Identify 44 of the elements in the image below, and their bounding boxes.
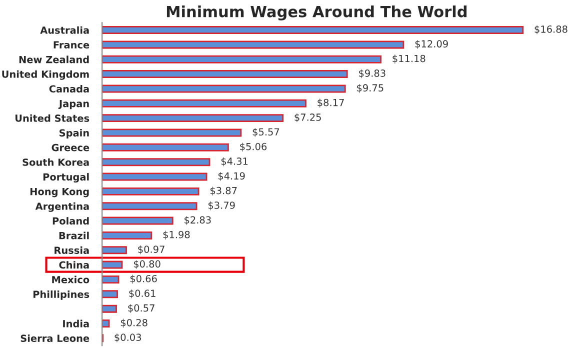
y-tick-label: Japan	[58, 100, 89, 110]
data-label: $0.97	[138, 245, 164, 254]
y-tick-label: New Zealand	[19, 56, 89, 64]
data-label: $9.83	[359, 69, 386, 78]
y-tick-label: South Korea	[22, 158, 89, 166]
data-label: $3.79	[208, 201, 235, 210]
data-label: $5.57	[252, 128, 280, 137]
data-label: $12.09	[415, 40, 448, 49]
data-label: $0.61	[129, 289, 156, 298]
data-label: $0.66	[130, 274, 157, 284]
y-tick-label: Portugal	[43, 173, 89, 183]
data-label: $0.28	[120, 318, 148, 328]
y-tick-label: Greece	[52, 144, 90, 152]
y-tick-label: United Kingdom	[2, 70, 89, 80]
y-tick-label: Australia	[40, 26, 89, 34]
y-tick-label: Phillipines	[34, 290, 90, 300]
data-label: $0.57	[128, 304, 154, 313]
data-label: $4.31	[221, 157, 248, 166]
data-label: $11.18	[392, 54, 426, 64]
y-tick-label: Canada	[49, 85, 89, 93]
data-label: $0.03	[114, 333, 141, 342]
data-label: $9.75	[357, 84, 384, 93]
y-tick-label: Brazil	[59, 232, 89, 240]
data-label: $8.17	[318, 98, 344, 108]
y-tick-label: Hong Kong	[30, 188, 89, 198]
y-tick-label: India	[63, 320, 89, 328]
y-tick-label: Poland	[52, 217, 89, 225]
y-tick-label: Mexico	[52, 276, 90, 284]
data-label: $7.25	[294, 113, 321, 122]
y-tick-label: Argentina	[35, 202, 89, 212]
data-label: $2.83	[184, 216, 211, 225]
data-label: $4.19	[218, 172, 245, 181]
y-tick-label: United States	[16, 114, 90, 122]
y-tick-label: Spain	[60, 129, 89, 138]
data-label: $0.80	[134, 260, 160, 269]
y-tick-label: Russia	[54, 246, 89, 254]
data-label: $1.98	[163, 230, 190, 240]
y-tick-label: Sierra Leone	[20, 334, 90, 342]
chart-title: Minimum Wages Around The World	[166, 6, 467, 20]
y-tick-label: China	[59, 261, 89, 269]
data-label: $5.06	[240, 142, 267, 152]
data-label: $3.87	[210, 186, 237, 196]
data-label: $16.88	[534, 25, 568, 34]
y-tick-label: France	[54, 41, 90, 49]
